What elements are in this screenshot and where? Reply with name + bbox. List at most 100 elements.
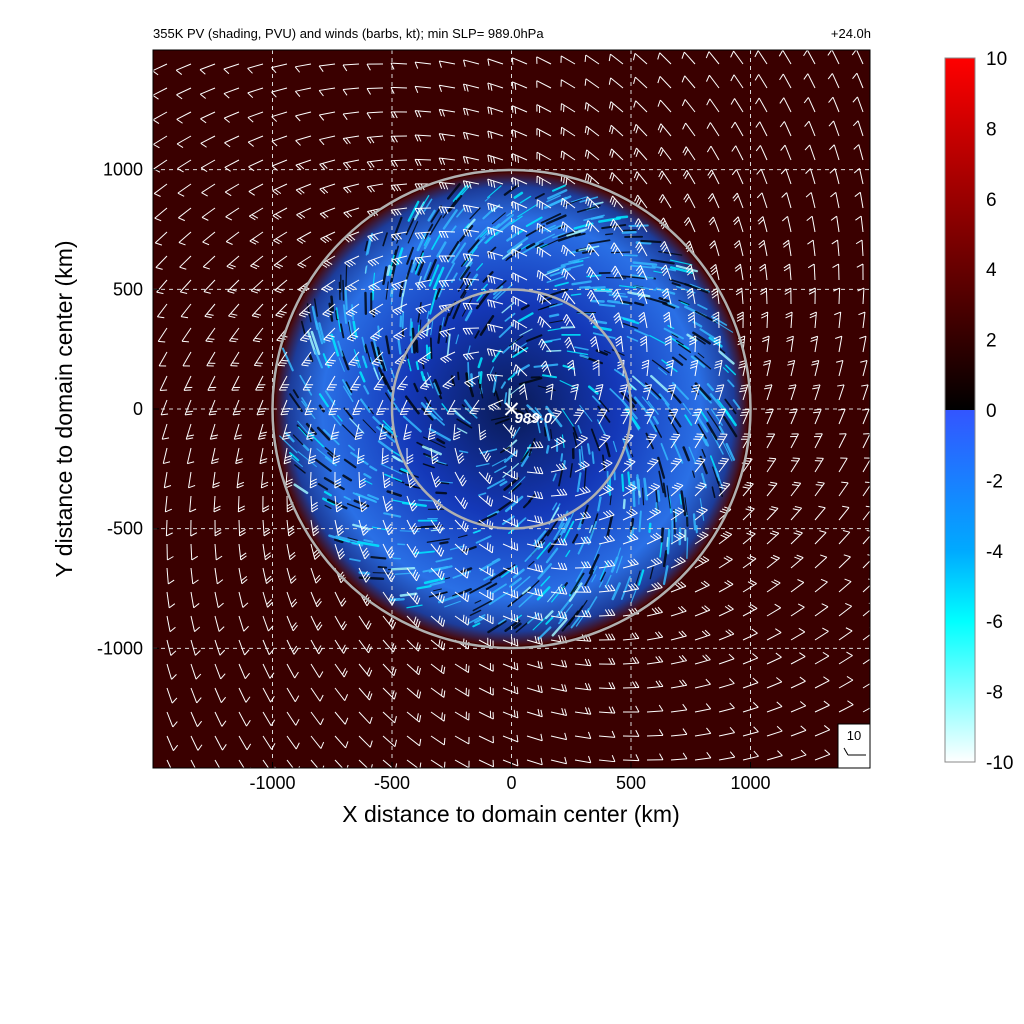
barb-staff: [262, 591, 268, 608]
barb-staff: [232, 399, 240, 416]
wind-barb: [622, 681, 640, 689]
pv-streak: [422, 463, 435, 469]
wind-barb: [158, 351, 168, 367]
barb-feather: [835, 335, 842, 339]
pv-streak: [701, 472, 707, 489]
barb-feather: [776, 725, 783, 732]
wind-barb: [382, 519, 394, 536]
barb-staff: [319, 135, 336, 141]
barb-staff: [622, 563, 639, 569]
pv-streak: [429, 215, 443, 236]
barb-feather: [438, 133, 443, 141]
barb-feather: [759, 266, 766, 272]
pv-streak: [392, 216, 403, 241]
barb-feather: [262, 505, 270, 510]
barb-feather: [235, 434, 243, 437]
barb-staff: [414, 158, 432, 161]
barb-staff: [862, 634, 870, 641]
barb-feather: [558, 634, 562, 642]
barb-feather: [299, 237, 306, 243]
pv-streak: [468, 238, 484, 256]
barb-staff: [862, 384, 869, 401]
barb-staff: [442, 375, 456, 387]
barb-feather: [417, 282, 424, 289]
pv-streak: [479, 558, 501, 572]
wind-barb: [199, 87, 216, 99]
wind-barb: [190, 543, 199, 561]
barb-feather: [696, 534, 704, 539]
wind-barb: [190, 735, 203, 751]
wind-barb: [709, 240, 720, 257]
barb-staff: [737, 216, 744, 233]
barb-feather: [513, 685, 516, 693]
barb-staff: [202, 231, 216, 243]
barb-feather: [385, 503, 392, 509]
wind-barb: [512, 248, 528, 259]
pv-streak: [631, 481, 636, 508]
pv-streak: [297, 420, 309, 434]
barb-staff: [742, 608, 758, 617]
wind-barb: [274, 279, 288, 294]
barb-staff: [345, 303, 360, 314]
barb-staff: [670, 709, 687, 713]
barb-feather: [418, 307, 424, 314]
barb-staff: [272, 183, 288, 192]
barb-feather: [540, 685, 543, 693]
barb-feather: [487, 154, 490, 163]
barb-feather: [366, 112, 372, 120]
barb-feather: [348, 363, 356, 367]
barb-feather: [832, 263, 839, 268]
barb-feather: [289, 551, 296, 558]
wind-barb: [766, 579, 781, 593]
barb-feather: [344, 717, 349, 725]
barb-feather: [715, 389, 723, 393]
barb-staff: [487, 130, 504, 137]
barb-feather: [613, 312, 619, 318]
barb-feather: [658, 729, 664, 736]
barb-staff: [188, 471, 192, 488]
barb-staff: [430, 615, 444, 627]
barb-feather: [214, 532, 222, 537]
barb-staff: [646, 661, 663, 665]
barb-feather: [270, 695, 275, 703]
pv-streak: [338, 281, 341, 301]
barb-feather: [241, 578, 248, 585]
pv-streak: [618, 285, 637, 289]
barb-feather: [619, 386, 627, 390]
wind-barb: [154, 207, 168, 222]
barb-staff: [694, 732, 711, 737]
wind-barb: [550, 562, 568, 571]
barb-feather: [462, 108, 466, 116]
wind-barb: [354, 423, 364, 440]
barb-feather: [864, 481, 870, 484]
wind-barb: [853, 144, 864, 161]
barb-feather: [671, 436, 679, 438]
pv-streak: [514, 346, 527, 354]
barb-feather: [271, 91, 277, 98]
barb-staff: [586, 149, 600, 161]
barb-feather: [409, 482, 416, 489]
barb-feather: [791, 484, 799, 487]
pv-streak: [692, 470, 696, 478]
barb-feather: [366, 186, 372, 193]
barb-staff: [598, 409, 608, 425]
barb-feather: [726, 580, 734, 585]
barb-feather: [666, 362, 674, 367]
barb-staff: [622, 461, 636, 473]
barb-feather: [359, 480, 366, 486]
wind-barb: [179, 255, 192, 270]
pv-streak: [579, 404, 593, 422]
barb-feather: [444, 207, 449, 214]
wind-barb: [378, 423, 388, 441]
pv-streak: [426, 372, 434, 389]
pv-streak: [324, 504, 332, 510]
pv-streak: [363, 473, 372, 479]
barb-feather: [614, 318, 621, 324]
wind-barb: [814, 651, 830, 665]
barb-feather: [179, 266, 187, 270]
wind-barb: [511, 177, 528, 187]
barb-staff: [462, 302, 480, 305]
barb-feather: [393, 234, 400, 241]
barb-feather: [539, 248, 541, 256]
pv-streak: [561, 434, 565, 448]
